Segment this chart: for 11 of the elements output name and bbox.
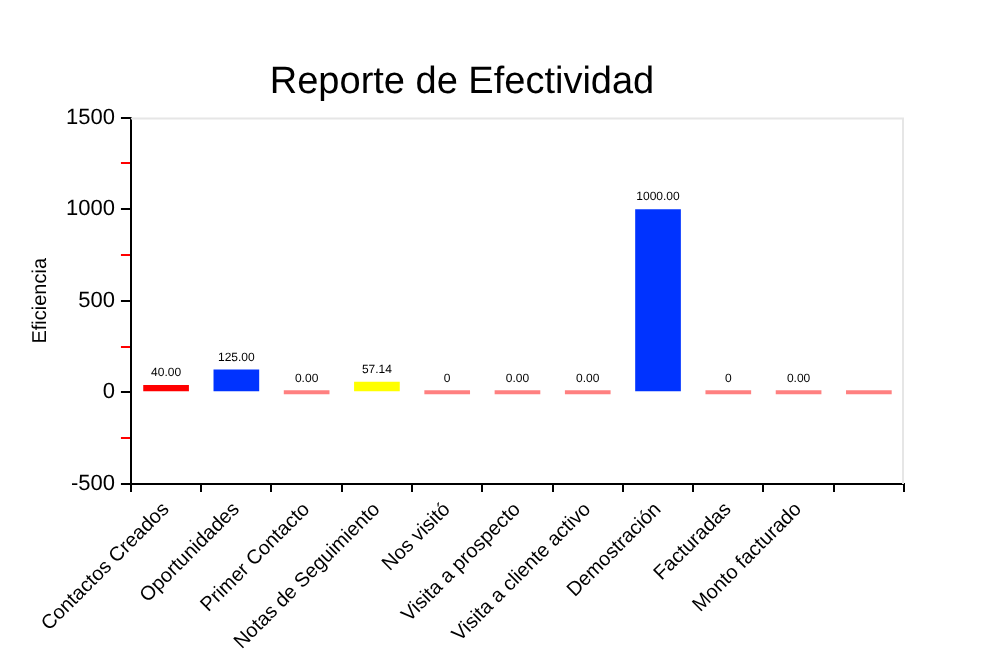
bar xyxy=(143,384,189,392)
y-tick-label: 500 xyxy=(78,288,115,313)
y-axis-title: Eficiencia xyxy=(29,257,52,344)
bar xyxy=(354,381,400,392)
chart-title: Reporte de Efectividad xyxy=(269,61,655,104)
bar xyxy=(213,369,260,392)
y-tick-label: 0 xyxy=(102,380,115,405)
y-tick-label: -500 xyxy=(70,471,115,496)
y-tick-label: 1500 xyxy=(65,105,115,130)
y-tick-label: 1000 xyxy=(65,197,115,222)
bar xyxy=(635,209,681,392)
